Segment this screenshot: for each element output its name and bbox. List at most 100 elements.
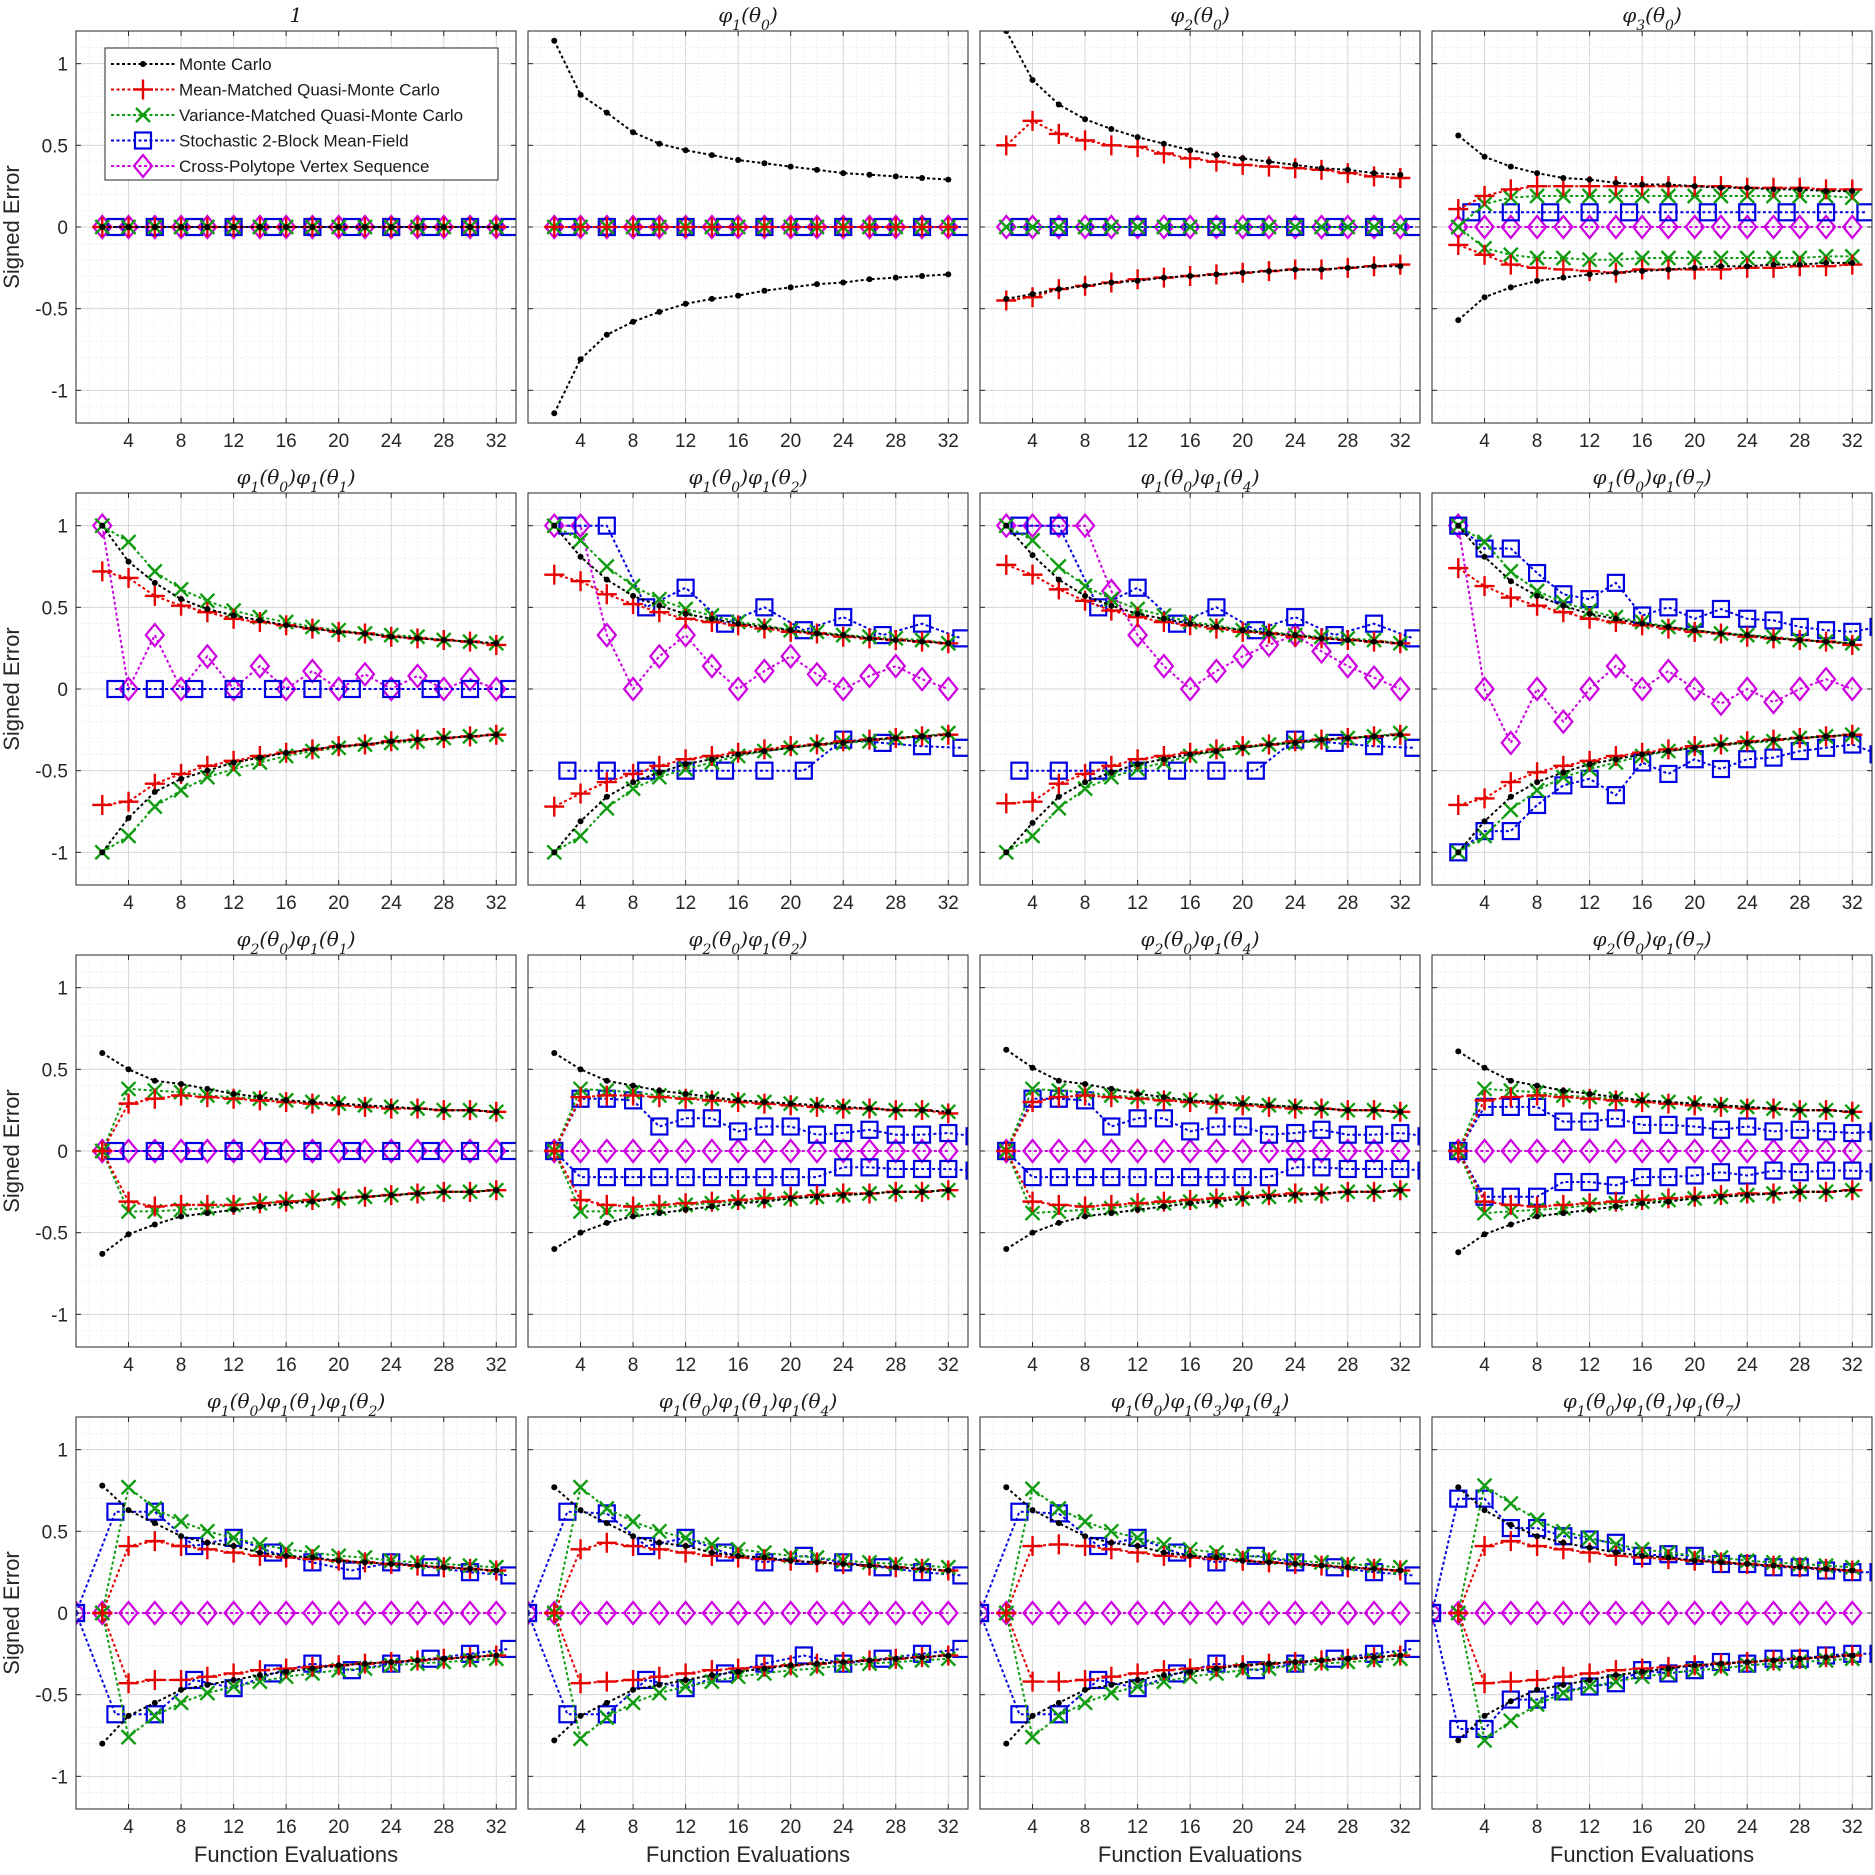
- marker-mc_u: [1344, 1107, 1351, 1114]
- marker-vm_l: [1686, 250, 1703, 266]
- x-tick-label: 16: [1632, 1817, 1653, 1838]
- x-tick-label: 32: [486, 1817, 507, 1838]
- marker-mc_u: [761, 623, 768, 630]
- series-line-mc_u: [101, 1484, 497, 1572]
- marker-vm_u: [1024, 532, 1041, 549]
- x-tick-label: 4: [123, 1817, 134, 1838]
- marker-cp: [1815, 1600, 1837, 1626]
- marker-cp: [223, 1600, 245, 1626]
- marker-mc_l: [1691, 1195, 1698, 1202]
- marker-cp: [144, 214, 166, 240]
- marker-mm_l: [596, 1194, 617, 1215]
- marker-mc_u: [735, 1097, 742, 1104]
- marker-mc_l: [1055, 1699, 1062, 1706]
- marker-mc_l: [1160, 1203, 1167, 1210]
- panel-grid: [528, 493, 968, 885]
- marker-vm_u: [199, 592, 216, 609]
- marker-mc_l: [204, 767, 211, 774]
- marker-cp: [780, 643, 802, 670]
- marker-sb: [500, 679, 516, 699]
- marker-mc_l: [1397, 263, 1404, 270]
- series-line-sb_u: [1432, 1497, 1872, 1614]
- marker-mc_l: [630, 1686, 637, 1693]
- marker-cp: [1657, 658, 1679, 684]
- marker-mm_u: [623, 1536, 644, 1557]
- marker-cp: [806, 1600, 828, 1626]
- marker-mc_u: [1507, 163, 1514, 170]
- marker-mm_u: [1527, 176, 1548, 197]
- marker-mm_u: [1474, 185, 1495, 206]
- marker-vm_l: [120, 828, 137, 844]
- marker-cp: [701, 1600, 723, 1626]
- marker-sb_u: [1764, 1122, 1783, 1141]
- x-tick-label: 28: [433, 893, 454, 914]
- marker-mc_l: [1160, 274, 1167, 281]
- marker-vm: [1366, 219, 1382, 235]
- marker-mm_l: [1710, 259, 1731, 280]
- marker-mc_l: [1318, 1657, 1325, 1664]
- marker-cp: [1337, 1600, 1359, 1626]
- x-tick-label: 24: [1737, 1355, 1759, 1376]
- panel-title: φ2(θ0)φ1(θ4): [1140, 927, 1259, 958]
- marker-mc_u: [577, 91, 584, 98]
- marker-mc_l: [630, 318, 637, 325]
- x-tick-label: 16: [728, 893, 749, 914]
- marker-sb_l: [1432, 1603, 1442, 1623]
- marker-sb_u: [650, 1117, 669, 1136]
- marker-mc_l: [1560, 1210, 1567, 1217]
- marker-cp: [1205, 1600, 1227, 1626]
- marker-mc_u: [1029, 1064, 1036, 1071]
- x-tick-label: 24: [381, 1355, 403, 1376]
- marker-mc_l: [603, 1219, 610, 1226]
- marker-mc_u: [577, 1507, 584, 1514]
- x-tick-label: 24: [1737, 1817, 1759, 1838]
- marker-sb_l: [623, 1168, 643, 1187]
- marker-mm: [833, 217, 854, 237]
- y-tick-label: -1: [51, 381, 68, 402]
- marker-sb_l: [1075, 1168, 1095, 1187]
- marker-vm_l: [1050, 1708, 1067, 1724]
- x-tick-label: 28: [1789, 431, 1810, 452]
- x-tick-label: 16: [276, 1355, 297, 1376]
- marker-mc_l: [761, 1198, 768, 1205]
- legend-entry: Monte Carlo: [111, 55, 272, 74]
- marker-mc_u: [630, 1082, 637, 1089]
- marker-vm_l: [1634, 250, 1650, 266]
- panel-title: φ1(θ0)φ1(θ3)φ1(θ4): [1111, 1389, 1290, 1420]
- marker-mc_u: [1082, 116, 1089, 123]
- marker-sb_u: [834, 1123, 853, 1143]
- marker-mc_u: [603, 576, 610, 583]
- marker-cp: [76, 1600, 87, 1626]
- marker-sb_l: [1417, 1161, 1420, 1180]
- marker-sb: [500, 1141, 516, 1161]
- y-tick-label: 1: [57, 1441, 68, 1462]
- marker-sb_u: [1167, 1543, 1187, 1562]
- panel-series: [543, 37, 968, 417]
- marker-mc_u: [99, 1050, 106, 1056]
- marker-mc_l: [1823, 733, 1830, 740]
- marker-cp: [596, 1600, 618, 1626]
- marker-mc_l: [1770, 1190, 1777, 1197]
- marker-sb_u: [1554, 1112, 1573, 1131]
- marker-mc_u: [630, 1533, 637, 1540]
- marker-vm_l: [1555, 250, 1572, 266]
- series-line-mm_u: [1005, 1543, 1401, 1614]
- marker-sb_l: [650, 1168, 669, 1187]
- marker-vm_l: [146, 1708, 163, 1724]
- x-tick-label: 12: [1127, 893, 1148, 914]
- marker-cp: [1841, 676, 1863, 702]
- marker-mc_u: [656, 602, 663, 609]
- marker-sb_u: [1816, 1122, 1836, 1141]
- y-tick-label: -1: [51, 1767, 68, 1788]
- x-tick-label: 12: [223, 431, 244, 452]
- marker-mc_l: [1560, 1681, 1567, 1688]
- marker-mm_u: [1127, 607, 1148, 628]
- marker-vm_u: [625, 578, 641, 594]
- marker-mc_u: [708, 1549, 715, 1556]
- marker-sb_l: [1049, 1168, 1068, 1187]
- panel-series: [995, 31, 1420, 311]
- marker-sb_l: [1580, 1172, 1599, 1192]
- marker-mc_l: [1082, 1213, 1089, 1220]
- marker-mc_u: [682, 147, 689, 154]
